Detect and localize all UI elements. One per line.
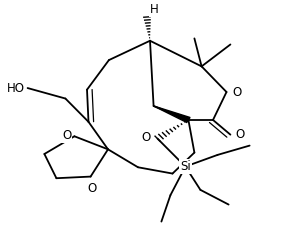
Text: H: H [150,3,159,16]
Text: O: O [236,128,245,141]
Text: Si: Si [180,160,191,173]
Text: O: O [142,131,151,144]
Text: O: O [88,182,97,195]
Text: O: O [232,85,241,98]
Polygon shape [154,106,190,122]
Text: HO: HO [7,82,25,95]
Text: O: O [62,129,71,142]
